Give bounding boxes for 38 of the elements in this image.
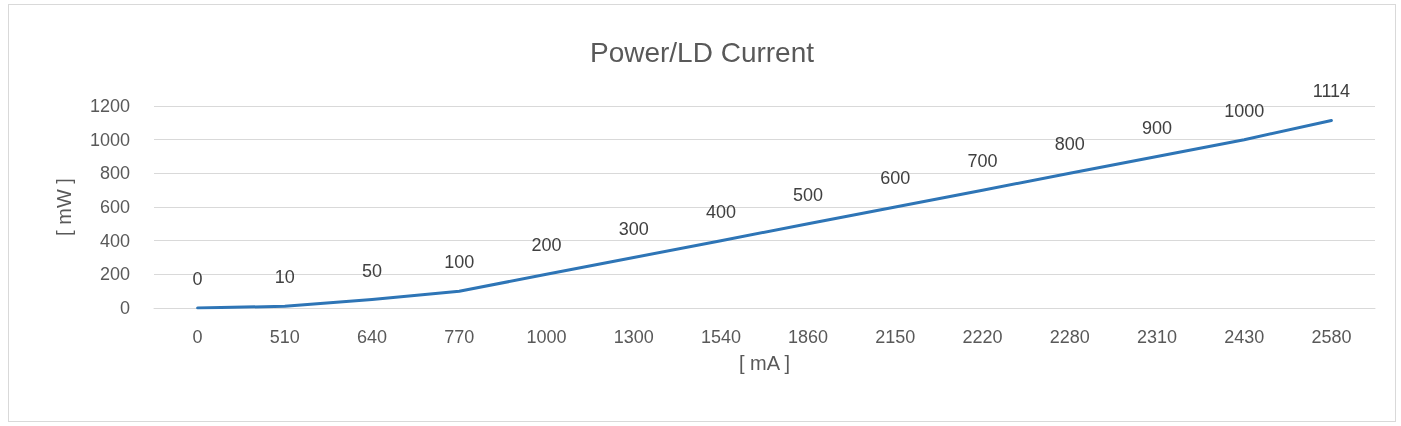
y-tick-label: 1000 — [89, 129, 130, 150]
y-tick-label: 400 — [99, 230, 130, 251]
y-tick-label: 1200 — [89, 96, 130, 116]
x-tick-label: 0 — [192, 327, 203, 347]
x-tick-label: 510 — [269, 327, 300, 347]
data-label: 500 — [793, 184, 824, 205]
x-tick-label: 1860 — [788, 327, 829, 347]
x-tick-label: 2220 — [962, 327, 1003, 347]
x-tick-label: 1300 — [613, 327, 654, 347]
data-label: 100 — [444, 252, 475, 273]
x-tick-label: 770 — [444, 327, 475, 347]
y-axis-title: [ mW ] — [53, 178, 75, 236]
x-tick-label: 2310 — [1136, 327, 1177, 347]
chart-title: Power/LD Current — [589, 36, 815, 68]
x-tick-label: 640 — [357, 327, 388, 347]
x-axis-title: [ mA ] — [738, 352, 791, 374]
y-tick-label: 600 — [99, 197, 130, 217]
y-tick-label: 0 — [119, 298, 130, 318]
data-label: 900 — [1141, 117, 1172, 138]
x-tick-label: 2280 — [1049, 327, 1090, 347]
data-label: 1000 — [1224, 100, 1265, 121]
data-label: 10 — [274, 267, 295, 288]
data-label: 0 — [192, 269, 203, 289]
data-label: 200 — [531, 235, 562, 256]
x-tick-label: 1000 — [526, 327, 567, 347]
data-label: 600 — [880, 168, 911, 188]
data-label: 300 — [618, 218, 649, 239]
data-label: 400 — [705, 201, 736, 222]
data-label: 50 — [362, 260, 383, 281]
x-tick-label: 2580 — [1311, 327, 1352, 347]
x-tick-label: 2150 — [875, 327, 916, 347]
data-label: 700 — [967, 151, 998, 172]
y-tick-label: 800 — [99, 163, 130, 184]
x-tick-label: 1540 — [700, 327, 741, 347]
y-tick-label: 200 — [99, 264, 130, 285]
data-label: 1114 — [1312, 81, 1351, 102]
x-tick-label: 2430 — [1224, 327, 1265, 347]
data-label: 800 — [1054, 134, 1085, 155]
